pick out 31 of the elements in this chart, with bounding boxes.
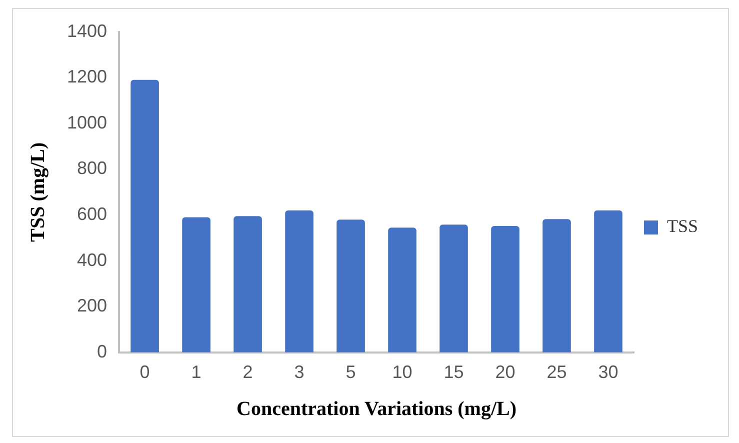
x-tick-label: 5 bbox=[346, 362, 356, 382]
bar bbox=[130, 80, 159, 352]
x-tick-label: 10 bbox=[392, 362, 412, 382]
x-tick-label: 20 bbox=[495, 362, 516, 382]
y-tick-label: 1400 bbox=[66, 20, 108, 41]
y-tick-label: 0 bbox=[97, 341, 108, 362]
bar bbox=[491, 226, 520, 352]
y-tick-label: 200 bbox=[76, 296, 108, 316]
x-tick-label: 0 bbox=[140, 362, 150, 382]
y-axis-title: TSS (mg/L) bbox=[27, 142, 50, 242]
bar bbox=[440, 224, 468, 352]
bar bbox=[542, 219, 571, 352]
x-axis-title: Concentration Variations (mg/L) bbox=[236, 398, 517, 420]
bar bbox=[234, 216, 262, 352]
legend-label: TSS bbox=[666, 216, 698, 236]
y-tick-label: 800 bbox=[76, 158, 108, 178]
x-tick-label: 30 bbox=[598, 362, 618, 382]
x-tick-label: 1 bbox=[191, 362, 202, 382]
y-tick-label: 1000 bbox=[66, 112, 108, 132]
x-tick-label: 25 bbox=[546, 362, 567, 382]
bar bbox=[285, 210, 314, 352]
x-tick-label: 3 bbox=[294, 362, 304, 382]
bar bbox=[388, 228, 416, 352]
y-tick-label: 1200 bbox=[66, 66, 108, 87]
y-tick-label: 400 bbox=[76, 250, 108, 270]
y-tick-label: 600 bbox=[76, 204, 108, 224]
x-tick-label: 2 bbox=[242, 362, 253, 382]
bar bbox=[336, 220, 365, 352]
bar bbox=[182, 217, 210, 352]
bar bbox=[594, 210, 622, 352]
x-tick-label: 15 bbox=[444, 362, 464, 382]
